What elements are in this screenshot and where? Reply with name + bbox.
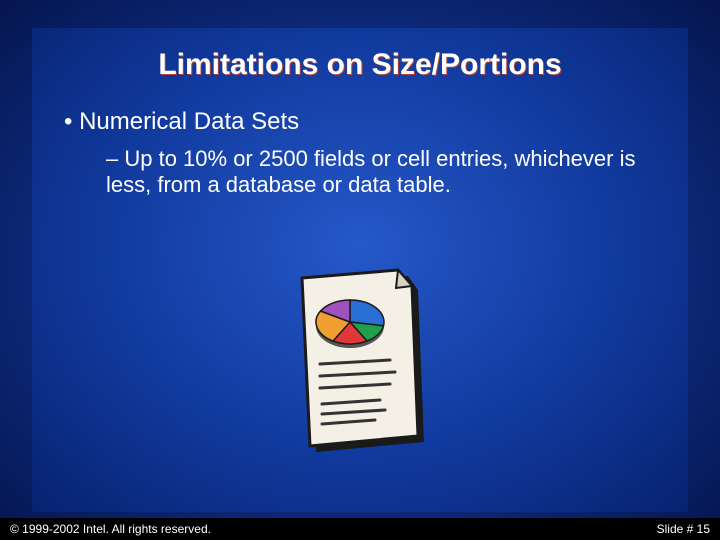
report-document-icon: [280, 264, 440, 464]
copyright-text: © 1999-2002 Intel. All rights reserved.: [10, 522, 211, 536]
bullet-level-1: Numerical Data Sets: [64, 108, 688, 136]
report-clipart: [280, 264, 440, 464]
slide-inner: Limitations on Size/Portions Numerical D…: [32, 28, 688, 512]
bullet-level-2: – Up to 10% or 2500 fields or cell entri…: [106, 146, 648, 199]
slide-title: Limitations on Size/Portions: [32, 48, 688, 82]
slide-footer: © 1999-2002 Intel. All rights reserved. …: [0, 518, 720, 540]
slide-number: Slide # 15: [657, 522, 710, 536]
